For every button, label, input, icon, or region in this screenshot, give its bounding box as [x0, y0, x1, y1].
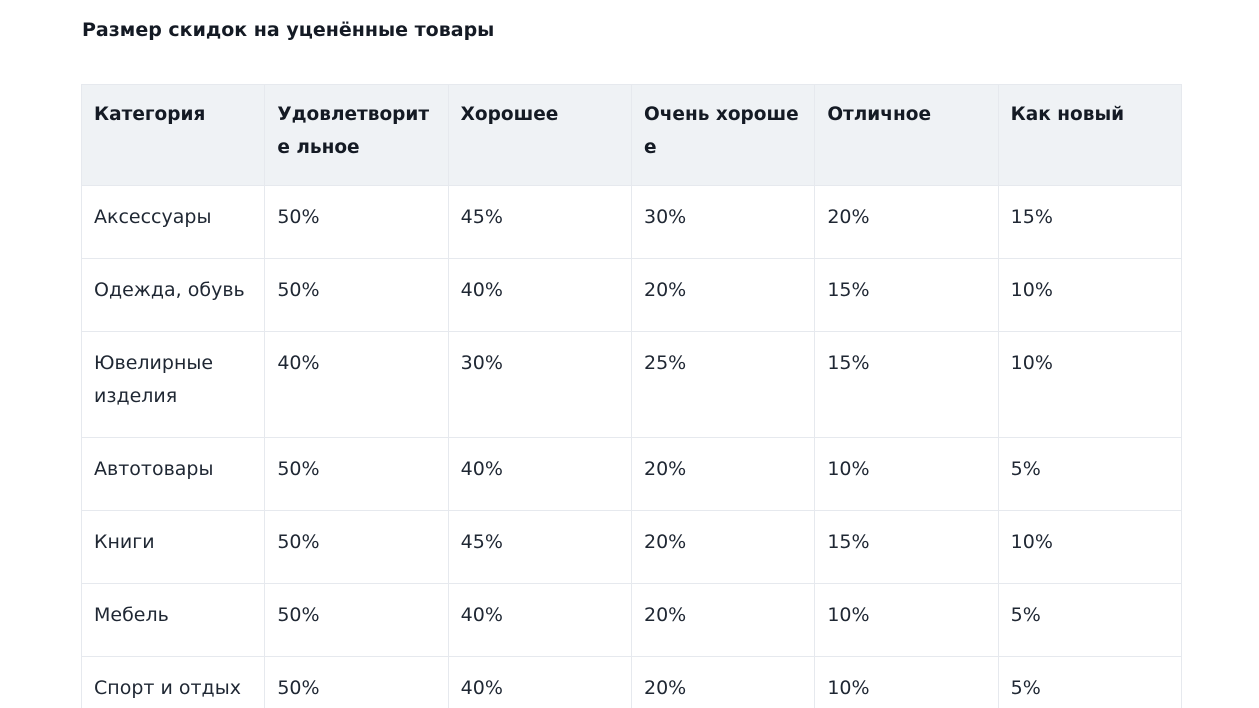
cell-good: 45% — [447, 185, 632, 259]
cell-excellent: 15% — [814, 510, 999, 584]
cell-good: 40% — [447, 656, 632, 708]
row-category: Спорт и отдых — [80, 656, 266, 708]
cell-excellent: 15% — [814, 331, 999, 438]
header-very-good: Очень хорошее — [630, 84, 816, 186]
cell-like-new: 15% — [997, 185, 1182, 259]
table-row: Ювелирные изделия 40% 30% 25% 15% 10% — [80, 331, 1182, 438]
cell-satisfactory: 50% — [264, 258, 449, 332]
cell-like-new: 10% — [997, 510, 1182, 584]
table-row: Автотовары 50% 40% 20% 10% 5% — [80, 437, 1182, 511]
table-header: Категория Удовлетворите льное Хорошее Оч… — [80, 84, 1182, 186]
row-category: Автотовары — [80, 437, 266, 511]
cell-good: 40% — [447, 437, 632, 511]
cell-like-new: 5% — [997, 583, 1182, 657]
cell-very-good: 20% — [630, 437, 816, 511]
table-row: Мебель 50% 40% 20% 10% 5% — [80, 583, 1182, 657]
row-category: Ювелирные изделия — [80, 331, 266, 438]
cell-very-good: 20% — [630, 258, 816, 332]
header-satisfactory: Удовлетворите льное — [264, 84, 449, 186]
cell-very-good: 25% — [630, 331, 816, 438]
cell-excellent: 15% — [814, 258, 999, 332]
cell-satisfactory: 50% — [264, 583, 449, 657]
cell-like-new: 5% — [997, 656, 1182, 708]
cell-very-good: 30% — [630, 185, 816, 259]
cell-excellent: 10% — [814, 656, 999, 708]
cell-good: 40% — [447, 583, 632, 657]
table-body: Аксессуары 50% 45% 30% 20% 15% Одежда, о… — [80, 185, 1182, 708]
cell-satisfactory: 50% — [264, 656, 449, 708]
table-row: Книги 50% 45% 20% 15% 10% — [80, 510, 1182, 584]
table-row: Одежда, обувь 50% 40% 20% 15% 10% — [80, 258, 1182, 332]
cell-excellent: 10% — [814, 437, 999, 511]
cell-satisfactory: 50% — [264, 510, 449, 584]
row-category: Мебель — [80, 583, 266, 657]
cell-very-good: 20% — [630, 656, 816, 708]
cell-very-good: 20% — [630, 583, 816, 657]
cell-like-new: 5% — [997, 437, 1182, 511]
page-title: Размер скидок на уценённые товары — [82, 19, 495, 41]
cell-satisfactory: 40% — [264, 331, 449, 438]
header-category: Категория — [80, 84, 266, 186]
cell-excellent: 20% — [814, 185, 999, 259]
cell-like-new: 10% — [997, 258, 1182, 332]
cell-excellent: 10% — [814, 583, 999, 657]
header-excellent: Отличное — [814, 84, 999, 186]
cell-like-new: 10% — [997, 331, 1182, 438]
table-row: Спорт и отдых 50% 40% 20% 10% 5% — [80, 656, 1182, 708]
header-row: Категория Удовлетворите льное Хорошее Оч… — [80, 84, 1182, 186]
cell-good: 40% — [447, 258, 632, 332]
header-good: Хорошее — [447, 84, 632, 186]
table-row: Аксессуары 50% 45% 30% 20% 15% — [80, 185, 1182, 259]
row-category: Одежда, обувь — [80, 258, 266, 332]
discount-table-container: Категория Удовлетворите льное Хорошее Оч… — [80, 84, 1182, 708]
row-category: Аксессуары — [80, 185, 266, 259]
row-category: Книги — [80, 510, 266, 584]
cell-satisfactory: 50% — [264, 437, 449, 511]
cell-very-good: 20% — [630, 510, 816, 584]
header-like-new: Как новый — [997, 84, 1182, 186]
cell-good: 30% — [447, 331, 632, 438]
discount-table: Категория Удовлетворите льное Хорошее Оч… — [80, 84, 1182, 708]
cell-good: 45% — [447, 510, 632, 584]
cell-satisfactory: 50% — [264, 185, 449, 259]
